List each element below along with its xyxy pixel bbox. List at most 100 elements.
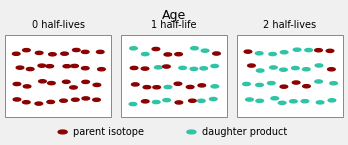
Circle shape (256, 69, 264, 72)
Circle shape (326, 49, 334, 52)
Circle shape (209, 97, 217, 101)
Circle shape (93, 98, 100, 101)
Text: daughter product: daughter product (202, 127, 287, 137)
Circle shape (290, 100, 297, 103)
Circle shape (201, 49, 209, 52)
Circle shape (71, 64, 78, 68)
Circle shape (143, 86, 151, 89)
Circle shape (47, 100, 55, 104)
Circle shape (315, 49, 322, 52)
Circle shape (186, 85, 194, 89)
Text: Age: Age (162, 9, 186, 22)
Circle shape (256, 83, 263, 87)
Circle shape (61, 52, 68, 55)
Circle shape (130, 47, 137, 50)
Circle shape (81, 67, 89, 70)
Circle shape (175, 101, 183, 104)
Circle shape (13, 82, 21, 86)
Circle shape (175, 53, 182, 56)
Bar (5, 35, 111, 117)
Circle shape (96, 50, 104, 54)
Circle shape (174, 82, 182, 85)
Circle shape (292, 81, 300, 84)
Circle shape (301, 100, 309, 103)
Circle shape (316, 101, 324, 104)
Circle shape (187, 130, 196, 134)
Circle shape (70, 86, 77, 89)
Circle shape (328, 99, 336, 102)
Circle shape (93, 83, 101, 87)
Text: 2 half-lives: 2 half-lives (263, 20, 317, 30)
Circle shape (315, 80, 322, 83)
Circle shape (268, 81, 275, 85)
Circle shape (179, 66, 187, 69)
Circle shape (130, 66, 138, 70)
Circle shape (198, 84, 206, 87)
Circle shape (63, 65, 71, 68)
Circle shape (330, 82, 338, 85)
Circle shape (13, 98, 21, 101)
Circle shape (302, 68, 310, 71)
Circle shape (164, 85, 172, 89)
Circle shape (23, 85, 31, 88)
Circle shape (155, 66, 162, 69)
Text: 0 half-lives: 0 half-lives (32, 20, 85, 30)
Circle shape (256, 99, 263, 102)
Circle shape (198, 99, 205, 102)
Circle shape (163, 65, 170, 68)
Circle shape (35, 51, 43, 55)
Circle shape (58, 130, 67, 134)
Circle shape (213, 52, 220, 55)
Circle shape (280, 68, 287, 71)
Circle shape (303, 85, 310, 88)
Circle shape (255, 52, 263, 55)
Circle shape (211, 64, 219, 68)
Circle shape (129, 103, 137, 106)
Circle shape (278, 101, 286, 104)
Circle shape (132, 83, 139, 86)
Circle shape (189, 99, 196, 102)
Circle shape (35, 102, 42, 105)
Circle shape (98, 68, 105, 71)
Circle shape (271, 97, 278, 100)
Circle shape (191, 47, 198, 50)
Circle shape (141, 67, 149, 70)
Circle shape (39, 80, 46, 83)
Circle shape (293, 48, 301, 51)
Circle shape (280, 85, 288, 88)
Circle shape (13, 52, 20, 55)
Circle shape (190, 67, 198, 70)
Circle shape (327, 68, 335, 71)
Circle shape (244, 50, 252, 53)
Circle shape (23, 101, 30, 104)
Circle shape (164, 53, 172, 56)
Circle shape (152, 47, 160, 51)
Circle shape (141, 52, 149, 56)
Circle shape (48, 81, 55, 85)
Circle shape (315, 64, 323, 67)
Circle shape (270, 66, 277, 69)
Text: 1 half-life: 1 half-life (151, 20, 197, 30)
Circle shape (246, 98, 253, 101)
Circle shape (81, 50, 89, 54)
Circle shape (269, 52, 276, 56)
Circle shape (16, 66, 24, 69)
Circle shape (49, 53, 56, 56)
Circle shape (82, 80, 89, 84)
Text: parent isotope: parent isotope (73, 127, 144, 137)
Circle shape (72, 48, 80, 52)
Circle shape (163, 99, 171, 102)
Circle shape (243, 82, 250, 86)
Bar (237, 35, 343, 117)
Circle shape (152, 100, 160, 104)
Circle shape (46, 65, 54, 68)
Circle shape (200, 67, 207, 70)
Circle shape (248, 64, 255, 67)
Circle shape (153, 86, 160, 89)
Circle shape (23, 49, 30, 52)
Circle shape (38, 64, 46, 67)
Circle shape (62, 80, 70, 83)
Circle shape (26, 67, 34, 71)
Circle shape (292, 66, 299, 70)
Circle shape (60, 99, 68, 102)
